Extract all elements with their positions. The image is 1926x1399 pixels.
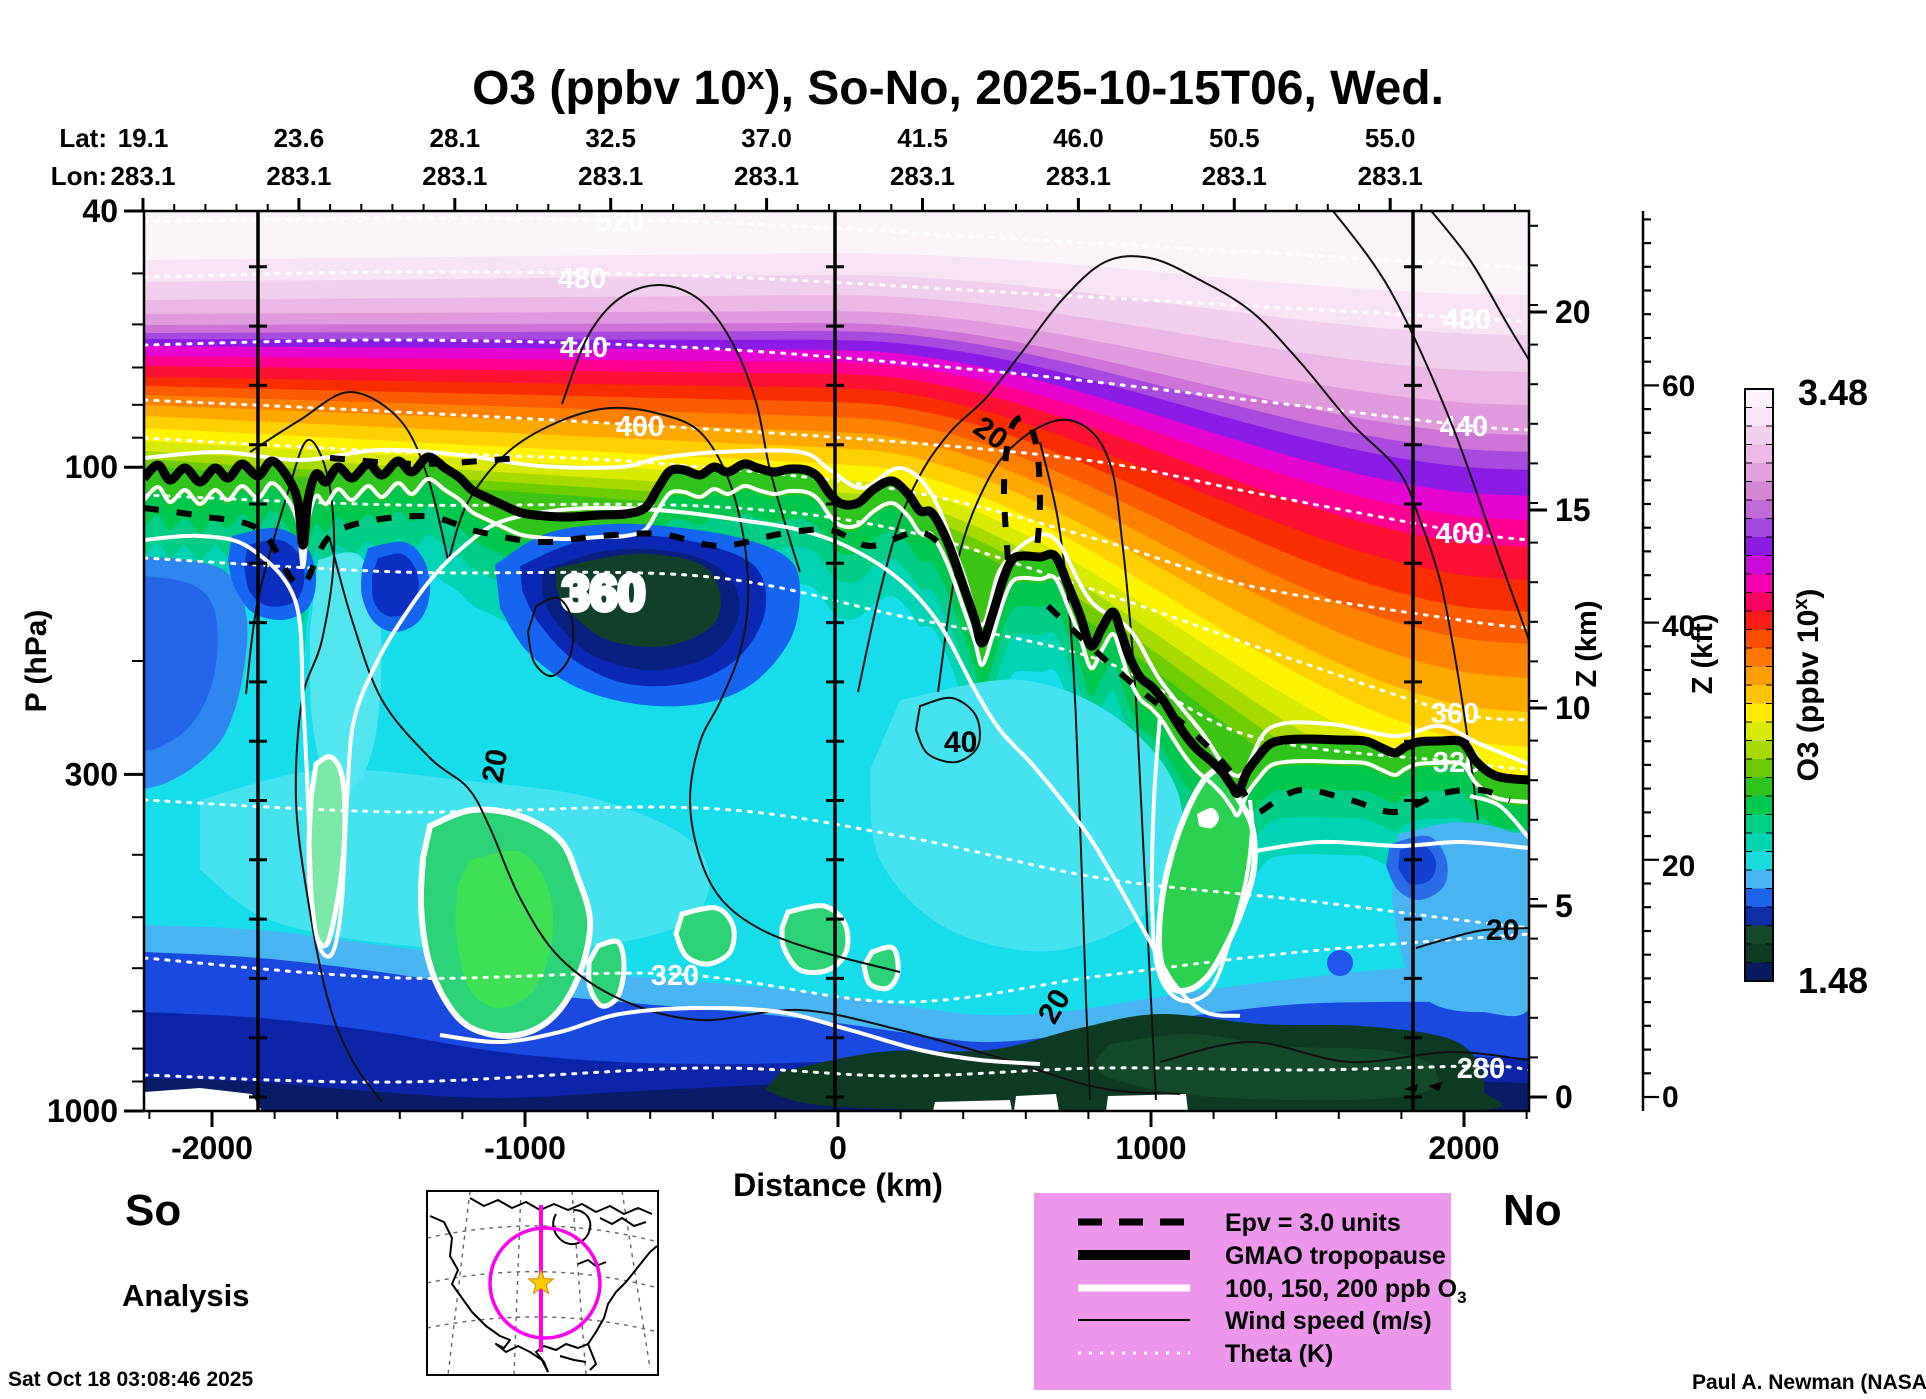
- svg-text:100, 150, 200 ppb O3: 100, 150, 200 ppb O3: [1225, 1275, 1467, 1307]
- svg-text:360: 360: [562, 565, 645, 621]
- svg-text:60: 60: [1662, 370, 1695, 403]
- svg-text:Sat Oct 18 03:08:46 2025: Sat Oct 18 03:08:46 2025: [8, 1368, 253, 1391]
- svg-text:283.1: 283.1: [1046, 161, 1111, 191]
- svg-text:Epv = 3.0 units: Epv = 3.0 units: [1225, 1209, 1401, 1237]
- svg-text:40: 40: [944, 726, 977, 759]
- svg-text:55.0: 55.0: [1365, 123, 1416, 153]
- svg-text:Distance (km): Distance (km): [733, 1167, 943, 1203]
- svg-text:46.0: 46.0: [1053, 123, 1104, 153]
- svg-text:283.1: 283.1: [734, 161, 799, 191]
- svg-text:GMAO tropopause: GMAO tropopause: [1225, 1242, 1446, 1270]
- svg-text:440: 440: [1440, 411, 1488, 443]
- svg-text:41.5: 41.5: [897, 123, 948, 153]
- svg-text:Z (km): Z (km): [1571, 601, 1603, 688]
- svg-text:40: 40: [82, 193, 118, 229]
- svg-text:283.1: 283.1: [1358, 161, 1423, 191]
- svg-text:Paul A. Newman (NASA: Paul A. Newman (NASA: [1692, 1371, 1926, 1394]
- svg-text:23.6: 23.6: [274, 123, 325, 153]
- svg-text:Theta (K): Theta (K): [1225, 1340, 1333, 1368]
- svg-text:283.1: 283.1: [578, 161, 643, 191]
- svg-text:100: 100: [65, 449, 118, 485]
- svg-text:0: 0: [1662, 1081, 1679, 1114]
- svg-text:400: 400: [616, 411, 664, 443]
- svg-text:283.1: 283.1: [110, 161, 175, 191]
- svg-text:2000: 2000: [1428, 1130, 1499, 1166]
- svg-text:283.1: 283.1: [1202, 161, 1267, 191]
- svg-text:Wind speed (m/s): Wind speed (m/s): [1225, 1307, 1432, 1335]
- svg-text:50.5: 50.5: [1209, 123, 1260, 153]
- svg-text:300: 300: [65, 756, 118, 792]
- svg-text:15: 15: [1555, 492, 1591, 528]
- svg-text:1000: 1000: [47, 1093, 118, 1129]
- svg-text:19.1: 19.1: [118, 123, 169, 153]
- svg-text:283.1: 283.1: [422, 161, 487, 191]
- svg-text:5: 5: [1555, 888, 1573, 924]
- svg-text:1000: 1000: [1115, 1130, 1186, 1166]
- svg-text:320: 320: [651, 960, 699, 992]
- svg-text:480: 480: [1443, 304, 1491, 336]
- svg-text:3.48: 3.48: [1798, 372, 1868, 413]
- svg-text:Analysis: Analysis: [122, 1278, 250, 1313]
- svg-text:20: 20: [1662, 850, 1695, 883]
- svg-text:O3 (ppbv 10x): O3 (ppbv 10x): [1790, 589, 1825, 782]
- svg-text:20: 20: [476, 747, 514, 786]
- svg-text:20: 20: [1486, 914, 1519, 947]
- svg-text:0: 0: [829, 1130, 847, 1166]
- svg-text:-2000: -2000: [171, 1130, 253, 1166]
- svg-text:1.48: 1.48: [1798, 960, 1868, 1001]
- svg-text:37.0: 37.0: [741, 123, 792, 153]
- svg-text:O3 (ppbv 10x), So-No, 2025-10-: O3 (ppbv 10x), So-No, 2025-10-15T06, Wed…: [472, 60, 1444, 115]
- svg-text:40: 40: [1662, 610, 1695, 643]
- svg-text:28.1: 28.1: [429, 123, 480, 153]
- svg-text:32.5: 32.5: [585, 123, 636, 153]
- svg-text:P (hPa): P (hPa): [20, 610, 53, 713]
- svg-text:480: 480: [558, 263, 606, 295]
- svg-text:No: No: [1503, 1186, 1562, 1235]
- svg-text:520: 520: [596, 206, 644, 238]
- svg-text:Lat:: Lat:: [59, 123, 107, 153]
- svg-text:Lon:: Lon:: [51, 161, 107, 191]
- svg-text:10: 10: [1555, 690, 1591, 726]
- svg-text:-1000: -1000: [484, 1130, 566, 1166]
- svg-text:280: 280: [1457, 1053, 1505, 1085]
- svg-text:So: So: [125, 1186, 181, 1235]
- svg-text:283.1: 283.1: [266, 161, 331, 191]
- svg-text:283.1: 283.1: [890, 161, 955, 191]
- svg-text:20: 20: [1555, 294, 1591, 330]
- svg-text:Z (kft): Z (kft): [1687, 614, 1719, 695]
- svg-text:440: 440: [560, 332, 608, 364]
- svg-text:400: 400: [1436, 518, 1484, 550]
- svg-text:0: 0: [1555, 1079, 1573, 1115]
